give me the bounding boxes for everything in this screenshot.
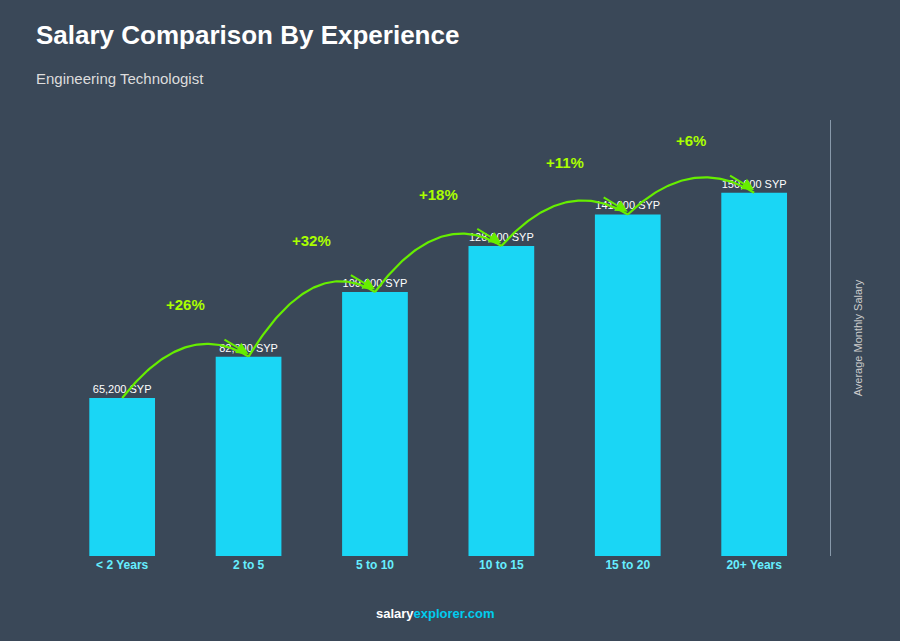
svg-text:+6%: +6% — [676, 132, 706, 149]
svg-text:10 to 15: 10 to 15 — [479, 558, 524, 572]
svg-text:salaryexplorer.com: salaryexplorer.com — [376, 606, 495, 621]
svg-text:+26%: +26% — [166, 296, 205, 313]
svg-text:150,000 SYP: 150,000 SYP — [722, 178, 787, 190]
svg-text:Salary Comparison By Experienc: Salary Comparison By Experience — [36, 20, 459, 50]
svg-text:+32%: +32% — [292, 232, 331, 249]
svg-text:65,200 SYP: 65,200 SYP — [93, 383, 152, 395]
svg-text:141,000 SYP: 141,000 SYP — [595, 199, 660, 211]
svg-text:128,000 SYP: 128,000 SYP — [469, 231, 534, 243]
svg-text:2 to 5: 2 to 5 — [233, 558, 265, 572]
svg-text:5 to 10: 5 to 10 — [356, 558, 394, 572]
svg-text:Engineering Technologist: Engineering Technologist — [36, 70, 204, 87]
svg-text:Average Monthly Salary: Average Monthly Salary — [852, 279, 864, 396]
svg-text:109,000 SYP: 109,000 SYP — [343, 277, 408, 289]
svg-text:< 2 Years: < 2 Years — [96, 558, 148, 572]
svg-text:15 to 20: 15 to 20 — [605, 558, 650, 572]
svg-text:20+ Years: 20+ Years — [726, 558, 782, 572]
svg-text:+18%: +18% — [419, 186, 458, 203]
svg-text:82,300 SYP: 82,300 SYP — [219, 342, 278, 354]
svg-text:+11%: +11% — [546, 154, 584, 171]
